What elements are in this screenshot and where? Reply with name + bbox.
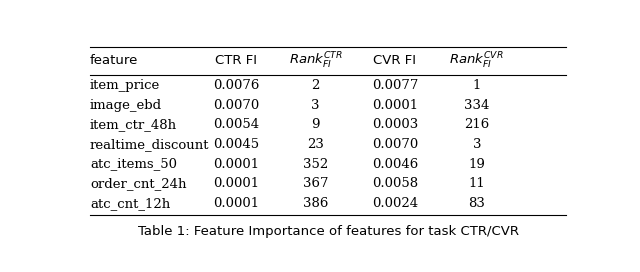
Text: atc_items_50: atc_items_50: [90, 157, 177, 171]
Text: 23: 23: [307, 138, 324, 151]
Text: 0.0024: 0.0024: [372, 197, 418, 210]
Text: image_ebd: image_ebd: [90, 98, 162, 112]
Text: order_cnt_24h: order_cnt_24h: [90, 177, 186, 190]
Text: item_ctr_48h: item_ctr_48h: [90, 118, 177, 131]
Text: 367: 367: [303, 177, 328, 190]
Text: 0.0070: 0.0070: [213, 98, 259, 112]
Text: 0.0001: 0.0001: [213, 177, 259, 190]
Text: 11: 11: [468, 177, 485, 190]
Text: 9: 9: [311, 118, 320, 131]
Text: 0.0077: 0.0077: [372, 79, 418, 92]
Text: 216: 216: [464, 118, 490, 131]
Text: 83: 83: [468, 197, 485, 210]
Text: 0.0058: 0.0058: [372, 177, 418, 190]
Text: 3: 3: [472, 138, 481, 151]
Text: 0.0046: 0.0046: [372, 157, 418, 171]
Text: 352: 352: [303, 157, 328, 171]
Text: 0.0054: 0.0054: [213, 118, 259, 131]
Text: 0.0001: 0.0001: [372, 98, 418, 112]
Text: $\mathit{Rank}_{FI}^{CVR}$: $\mathit{Rank}_{FI}^{CVR}$: [449, 51, 504, 71]
Text: $\mathit{Rank}_{FI}^{CTR}$: $\mathit{Rank}_{FI}^{CTR}$: [289, 51, 342, 71]
Text: item_price: item_price: [90, 79, 160, 92]
Text: 386: 386: [303, 197, 328, 210]
Text: Table 1: Feature Importance of features for task CTR/CVR: Table 1: Feature Importance of features …: [138, 225, 518, 238]
Text: 0.0070: 0.0070: [372, 138, 418, 151]
Text: 3: 3: [311, 98, 320, 112]
Text: 2: 2: [312, 79, 320, 92]
Text: 0.0045: 0.0045: [213, 138, 259, 151]
Text: CTR FI: CTR FI: [215, 54, 257, 67]
Text: CVR FI: CVR FI: [374, 54, 417, 67]
Text: 0.0003: 0.0003: [372, 118, 418, 131]
Text: 19: 19: [468, 157, 485, 171]
Text: atc_cnt_12h: atc_cnt_12h: [90, 197, 170, 210]
Text: 0.0001: 0.0001: [213, 157, 259, 171]
Text: realtime_discount: realtime_discount: [90, 138, 209, 151]
Text: 334: 334: [464, 98, 490, 112]
Text: 0.0076: 0.0076: [213, 79, 259, 92]
Text: 1: 1: [472, 79, 481, 92]
Text: 0.0001: 0.0001: [213, 197, 259, 210]
Text: feature: feature: [90, 54, 138, 67]
